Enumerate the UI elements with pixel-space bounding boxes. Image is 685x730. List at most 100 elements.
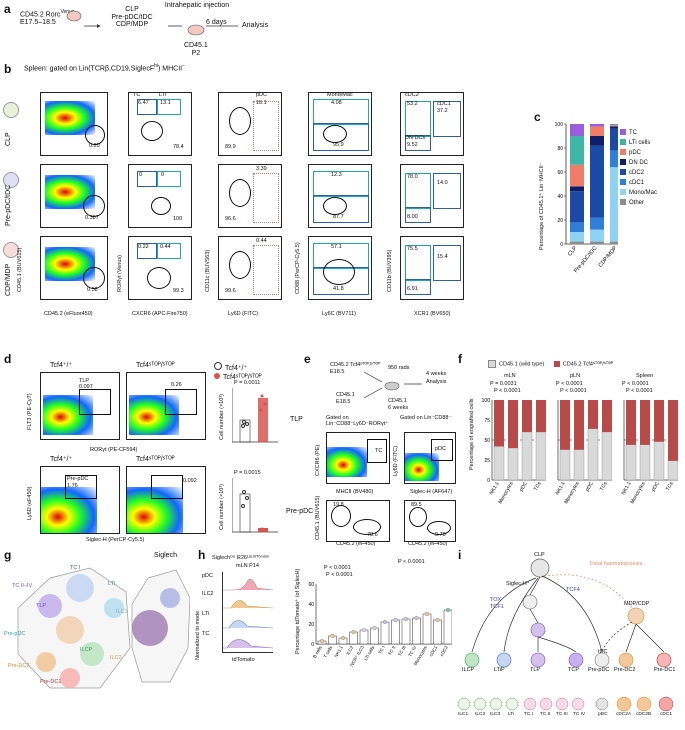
i-lineage-diagram [458, 558, 674, 712]
c-legend-swatch [620, 169, 626, 176]
clp-cell-icon [3, 102, 19, 118]
h-category-label: cDC2 [439, 645, 449, 658]
f-pvalue: P < 0.0001 [560, 388, 587, 394]
g-label-tc1: TC I [70, 565, 81, 571]
f-category-label: pDC [585, 481, 595, 493]
e-schematic-arrows [363, 371, 422, 399]
h-category-label: T cells [323, 644, 334, 658]
f-bar-wt [587, 428, 599, 481]
i-leaf-label: cDC2B [636, 712, 652, 717]
b-plot-r2-col2a: TC LTi 6.47 13.1 78.4 [128, 92, 192, 156]
i-node-label: Pre-DC1 [654, 667, 676, 673]
f-bar-wt [521, 431, 533, 481]
f-bar-wt [535, 431, 546, 481]
panel-label-b: b [4, 62, 12, 76]
h-title: Siglechᶜʳᵉ R26ᴸˢᴸᵗᵈᵀᵒᵐᵃᵗᵒ [212, 555, 269, 561]
e-weeks4: 4 weeks [426, 371, 447, 377]
b-plot-r2c5: 78.0 14.0 8.00 [400, 164, 464, 228]
h-dot [435, 618, 440, 622]
h-histograms [222, 572, 274, 653]
c-bar-segment [570, 164, 584, 187]
h-dot [362, 628, 366, 632]
d-p-top: P = 0.0011 [234, 380, 261, 386]
h-bar-ylab: Percentage tdTomato⁺ (of SiglecH) [295, 568, 301, 654]
f-category-label: TCs [599, 481, 609, 492]
h-dot [320, 639, 324, 643]
c-bar-segment [590, 126, 604, 136]
b-col5-xlabel: XCR1 (BV650) [414, 311, 451, 317]
f-bar-wt [573, 449, 585, 481]
d-plot-wt-top: TLP 0.097 [40, 372, 120, 440]
c-legend-swatch [620, 199, 626, 206]
a-recipient: CD45.1 P2 [184, 42, 208, 57]
f-category-label: TCs [665, 481, 675, 492]
g-label-predc1: Pre-DC1 [40, 679, 62, 685]
h-tick-label: 20 [308, 622, 314, 628]
f-pvalue: P < 0.0001 [622, 381, 649, 387]
h-ylab: Normalized to mode [195, 610, 201, 660]
c-bar-segment [590, 217, 604, 230]
e-rads: 950 rads [388, 365, 410, 371]
c-tick-label: 0 [560, 242, 563, 248]
b-title: Spleen: gated on Lin(TCRβ,CD19,SiglecFhi… [24, 63, 186, 73]
h-category-label: cDC1 [428, 645, 438, 658]
h-pval-1: P < 0.0001 [324, 565, 351, 571]
i-node-label: TCP [568, 667, 579, 673]
f-bar-ko [654, 400, 664, 442]
b-col3-xlabel: Ly6D (FITC) [228, 311, 259, 317]
b-plot-r2c3: 3.39 96.6 [218, 164, 282, 228]
a-injection: Intrahepatic injection [164, 2, 230, 9]
f-category-label: pDC [651, 481, 661, 493]
d-tlp-label: TLP [290, 416, 303, 423]
g-label-ilc1: ILC1 [116, 609, 128, 615]
c-legend-swatch [620, 129, 626, 136]
g-label-prepdc: Pre-pDC [4, 631, 26, 637]
c-tick-label: 60 [557, 170, 563, 176]
b-col5-ylabel: CD11b (BUV395) [387, 249, 393, 292]
c-bar-segment [570, 191, 584, 223]
i-leaf-label: TC I [524, 712, 534, 717]
h-dot [404, 617, 408, 621]
c-legend-swatch [620, 139, 626, 146]
d-cell-number-top: Cell number (×10³) [219, 393, 225, 440]
f-pvalue: P = 0.0031 [490, 381, 517, 387]
c-bar-segment [610, 128, 618, 151]
f-bar-wt [653, 441, 665, 481]
i-node-label: TLP [530, 667, 541, 673]
f-chart-pln: pLN P < 0.0001 P < 0.0001 NK1.1 Monocytes pDC… [548, 373, 612, 544]
d-legend: Tcf4⁺/⁺ Tcf4ˢᵀᴼᴾ/ˢᵀᴼᴾ [214, 362, 262, 381]
f-bar-wt [507, 447, 519, 481]
panel-label-c: c [534, 110, 541, 124]
f-tick-label: 25 [484, 458, 490, 464]
h-bar [443, 609, 452, 645]
i-node-label: ILCP [462, 667, 475, 673]
c-legend-swatch [620, 189, 626, 196]
h-bar [380, 621, 390, 645]
a-days: 6 days [206, 19, 227, 26]
panel-label-g: g [4, 548, 12, 562]
g-title-siglech: Siglech [154, 552, 177, 559]
h-dot [425, 612, 429, 616]
c-bar-segment [570, 186, 584, 192]
h-subtitle: mLN P14 [236, 563, 259, 569]
panel-label-i: i [458, 548, 462, 562]
c-category-label: CDP/MDP [598, 245, 618, 269]
h-category-label: ILC2 [345, 645, 354, 656]
row-label-cdp: CDP/MDP [5, 263, 12, 296]
h-dot [414, 616, 419, 620]
c-bar-segment [610, 124, 618, 125]
h-bar [370, 627, 379, 645]
f-legend: CD45.1 (wild type) CD45.2 Tcf4ˢᵀᴼᴾ/ˢᵀᴼᴾ [488, 360, 613, 368]
i-leaf-label: ILC3 [490, 712, 501, 717]
h-row-lti: LTi [202, 611, 210, 617]
f-bar-ko [522, 400, 532, 432]
b-plot-r3c3: 0.44 99.6 [218, 236, 282, 300]
f-category-label: NK1.1 [621, 481, 633, 496]
f-chart-spleen: Spleen P < 0.0001 P < 0.0001 NK1.1 Monocytes… [614, 373, 678, 544]
panel-label-a: a [4, 2, 11, 16]
e-gate-left: Gated on Lin⁻CD88⁻Ly6D⁻RORγt⁺ [326, 415, 389, 427]
h-dot [393, 618, 398, 622]
g-label-predc2: Pre-DC2 [8, 663, 30, 669]
